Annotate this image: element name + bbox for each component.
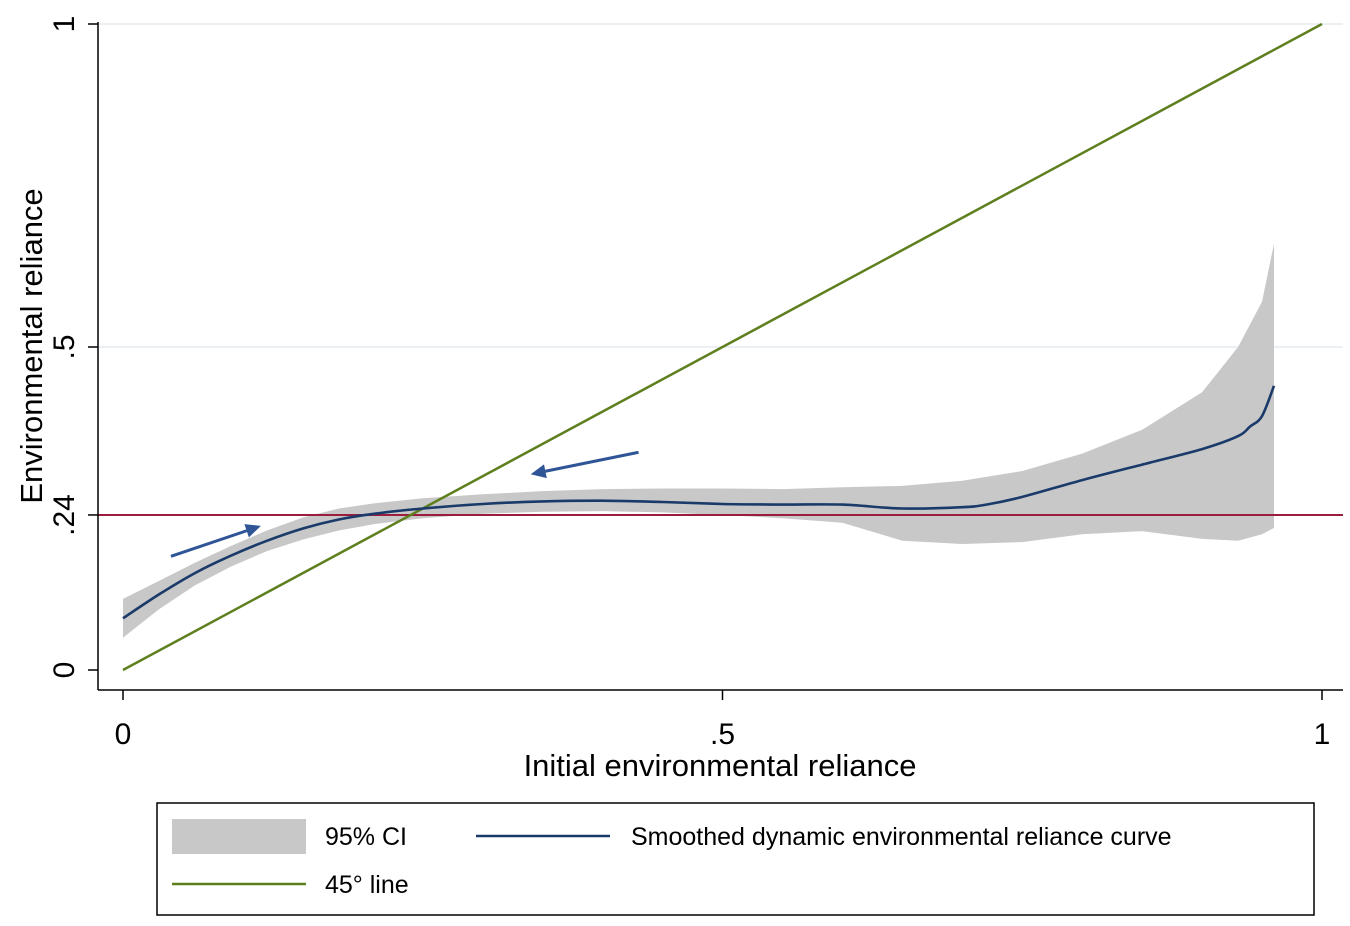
x-tick-label: 1 bbox=[1314, 718, 1331, 751]
legend-swatch-ci bbox=[172, 819, 306, 854]
y-tick-label: .5 bbox=[48, 334, 81, 359]
series-smoothed-curve bbox=[122, 385, 1276, 620]
legend-label-ci: 95% CI bbox=[325, 823, 407, 851]
y-axis-title: Environmental reliance bbox=[14, 188, 49, 503]
y-tick-label: 0 bbox=[48, 662, 81, 679]
y-ticks: 0 .24 .5 1 bbox=[48, 16, 98, 679]
x-tick-label: .5 bbox=[710, 718, 735, 751]
x-axis-title: Initial environmental reliance bbox=[524, 748, 917, 783]
legend-box bbox=[156, 802, 1315, 916]
y-tick-label: .24 bbox=[48, 494, 81, 536]
arrow-up-right-annotation bbox=[170, 524, 261, 558]
legend: 95% CI Smoothed dynamic environmental re… bbox=[156, 802, 1315, 916]
arrow-annotations bbox=[170, 450, 639, 558]
legend-label-smoothed: Smoothed dynamic environmental reliance … bbox=[631, 823, 1172, 851]
legend-label-45: 45° line bbox=[325, 871, 409, 899]
x-ticks: 0.5 1 bbox=[115, 690, 1331, 751]
y-tick-label: 1 bbox=[48, 16, 81, 33]
x-tick-label: 0 bbox=[115, 718, 132, 751]
gridlines bbox=[98, 23, 1343, 348]
ci-band bbox=[123, 243, 1274, 638]
arrow-left-annotation bbox=[530, 450, 639, 479]
series-45-degree-line bbox=[122, 22, 1323, 672]
